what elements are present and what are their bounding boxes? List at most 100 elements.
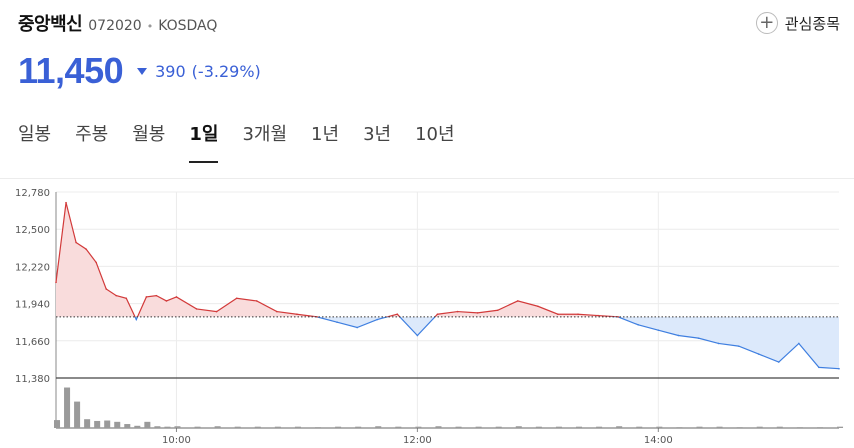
y-tick-label: 11,380: [15, 374, 50, 385]
market-name: KOSDAQ: [158, 18, 218, 34]
tab-3years[interactable]: 3년: [363, 124, 392, 145]
price-point: [175, 296, 178, 298]
volume-bar: [756, 426, 763, 428]
price-point: [396, 313, 399, 316]
tab-daily[interactable]: 일봉: [18, 124, 52, 145]
volume-bar: [315, 427, 322, 428]
x-tick-label: 10:00: [162, 435, 191, 446]
volume-bar: [656, 426, 663, 428]
volume-bar: [84, 419, 91, 428]
price-point: [818, 366, 820, 369]
volume-bar: [837, 426, 844, 428]
plus-icon: +: [755, 12, 778, 34]
price-point: [838, 367, 840, 370]
volume-bar: [355, 426, 362, 428]
price-point: [737, 345, 740, 347]
price-line-up: [55, 202, 620, 317]
volume-bar: [134, 425, 141, 428]
volume-bar: [114, 421, 121, 428]
y-tick-label: 12,220: [15, 262, 50, 273]
volume-bar: [254, 426, 261, 428]
volume-bar: [796, 427, 803, 428]
volume-bar: [495, 426, 502, 428]
volume-bar: [214, 426, 221, 428]
price-point: [165, 300, 168, 302]
volume-bar: [144, 421, 151, 428]
tab-1day[interactable]: 1일: [189, 120, 219, 163]
price-point: [697, 337, 700, 339]
price-point: [798, 342, 800, 345]
price-point: [65, 201, 67, 204]
volume-bar: [154, 426, 161, 428]
tab-3months[interactable]: 3개월: [242, 124, 288, 145]
stock-header: 중앙백신 072020 • KOSDAQ: [18, 10, 217, 36]
price-point: [316, 316, 318, 318]
tab-1year[interactable]: 1년: [311, 124, 340, 145]
intraday-price-chart[interactable]: 12,780 12,500 12,220 11,940 11,660 11,380 10:0…: [0, 178, 854, 448]
price-point: [135, 318, 138, 321]
price-point: [577, 313, 579, 316]
x-tick-label: 12:00: [403, 435, 432, 446]
price-point: [617, 316, 619, 318]
volume-bar: [194, 426, 201, 428]
volume-bar: [816, 427, 823, 428]
price-point: [757, 353, 760, 355]
price-row: 11,450 390 (-3.29%): [18, 50, 261, 92]
volume-bar: [124, 424, 131, 428]
price-point: [125, 297, 128, 300]
price-point: [145, 296, 148, 298]
price-point: [717, 342, 720, 345]
current-price: 11,450: [18, 50, 124, 91]
price-point: [85, 248, 87, 250]
volume-bar: [776, 426, 783, 428]
volume-bar: [104, 420, 111, 428]
stock-code: 072020: [88, 18, 142, 34]
price-point: [195, 308, 198, 310]
volume-bar: [294, 426, 301, 428]
price-point: [235, 297, 238, 300]
price-point: [537, 305, 539, 308]
watchlist-label: 관심종목: [784, 14, 840, 33]
price-point: [597, 314, 599, 317]
volume-bar: [415, 426, 422, 428]
tab-weekly[interactable]: 주봉: [75, 124, 109, 145]
volume-bar: [515, 426, 522, 428]
volume-bar: [676, 427, 683, 428]
price-point: [95, 261, 97, 264]
y-tick-label: 11,940: [15, 300, 50, 311]
price-point: [677, 334, 680, 337]
volume-bar: [596, 426, 603, 428]
price-point: [336, 321, 338, 323]
price-point: [255, 300, 258, 302]
y-tick-label: 12,500: [15, 225, 50, 236]
price-point: [657, 329, 660, 331]
y-tick-label: 11,660: [15, 337, 50, 348]
price-point: [75, 241, 77, 244]
price-point: [155, 294, 158, 297]
stock-name[interactable]: 중앙백신: [18, 14, 83, 35]
price-point: [496, 309, 499, 312]
volume-bar: [74, 401, 81, 428]
tab-10years[interactable]: 10년: [415, 124, 455, 145]
add-watchlist-button[interactable]: + 관심종목: [755, 12, 840, 34]
volume-bar: [274, 426, 281, 428]
price-point: [557, 313, 559, 316]
price-change-percent: (-3.29%): [191, 61, 261, 81]
x-tick-label: 14:00: [644, 435, 673, 446]
price-point: [476, 312, 479, 314]
price-point: [376, 318, 379, 321]
volume-bar: [234, 426, 241, 428]
y-tick-label: 12,780: [15, 188, 50, 199]
price-point: [456, 310, 459, 313]
price-point: [637, 324, 640, 326]
tab-monthly[interactable]: 월봉: [132, 124, 166, 145]
volume-bar: [535, 426, 542, 428]
volume-bar: [475, 426, 482, 428]
volume-bar: [94, 420, 101, 428]
volume-bar: [64, 387, 71, 428]
price-point: [416, 334, 419, 337]
down-arrow-icon: [137, 67, 148, 75]
volume-bar: [616, 426, 623, 428]
price-line-down: [134, 316, 840, 370]
volume-bar: [576, 426, 583, 428]
